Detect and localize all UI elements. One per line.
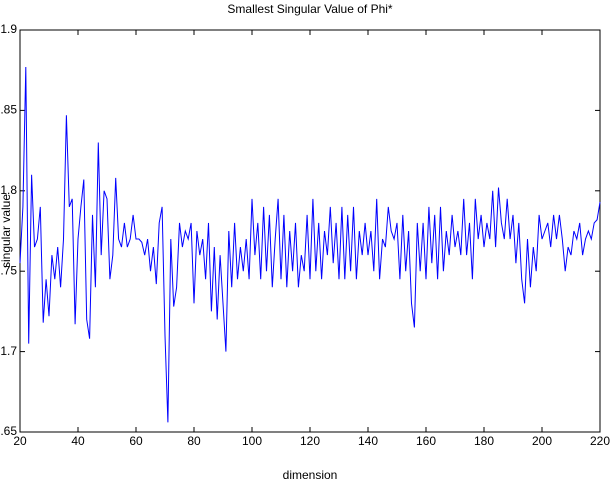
- y-tick-label: 1.9: [0, 22, 17, 36]
- x-tick-label: 80: [187, 434, 201, 448]
- x-tick-label: 100: [242, 434, 262, 448]
- y-tick-label: 1.7: [0, 344, 17, 358]
- data-line: [19, 66, 601, 423]
- plot-frame: [19, 29, 601, 433]
- x-tick-label: 60: [129, 434, 143, 448]
- x-tick-label: 160: [416, 434, 436, 448]
- x-tick-label: 120: [300, 434, 320, 448]
- x-tick-label: 200: [532, 434, 552, 448]
- x-tick-label: 220: [590, 434, 610, 448]
- y-axis-label: singular value: [0, 194, 13, 268]
- y-tick-label: 1.8: [0, 183, 17, 197]
- y-tick-label: 1.85: [0, 103, 17, 117]
- x-tick-label: 20: [13, 434, 27, 448]
- y-tick-label: 1.65: [0, 424, 17, 438]
- x-tick-label: 140: [358, 434, 378, 448]
- chart-title: Smallest Singular Value of Phi*: [227, 2, 393, 16]
- x-tick-label: 40: [71, 434, 85, 448]
- y-tick-label: 1.75: [0, 263, 17, 277]
- x-axis-label: dimension: [283, 468, 338, 482]
- x-tick-label: 180: [474, 434, 494, 448]
